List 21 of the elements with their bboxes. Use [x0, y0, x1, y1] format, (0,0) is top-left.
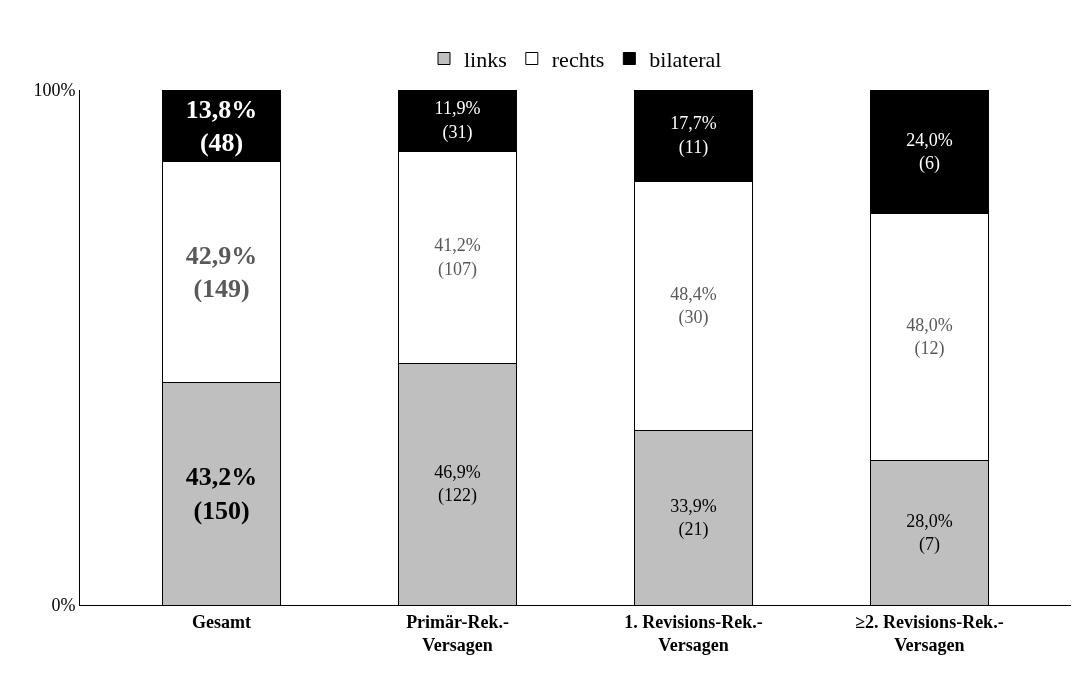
y-tick-label: 0%: [51, 595, 76, 616]
x-tick-label: ≥2. Revisions-Rek.- Versagen: [855, 611, 1004, 655]
data-label: 42,9% (149): [185, 240, 258, 304]
legend-label: rechts: [551, 47, 605, 73]
x-tick-label: Gesamt: [192, 611, 252, 632]
data-label: 17,7% (11): [670, 113, 717, 158]
legend-label: bilateral: [649, 47, 722, 73]
x-tick-label: 1. Revisions-Rek.- Versagen: [624, 611, 763, 655]
data-label: 43,2% (150): [185, 462, 258, 526]
data-label: 48,0% (12): [906, 315, 953, 360]
data-label: 33,9% (21): [670, 495, 717, 540]
data-label: 41,2% (107): [434, 235, 481, 280]
legend-label: links: [464, 47, 507, 73]
y-tick-label: 100%: [33, 80, 76, 101]
data-label: 13,8% (48): [185, 94, 258, 158]
data-label: 28,0% (7): [906, 510, 953, 556]
data-label: 11,9% (31): [434, 98, 481, 143]
data-label: 48,4% (30): [670, 283, 717, 328]
x-tick-label: Primär-Rek.- Versagen: [406, 611, 509, 655]
data-label: 24,0% (6): [906, 129, 953, 174]
data-label: 46,9% (122): [434, 462, 481, 507]
